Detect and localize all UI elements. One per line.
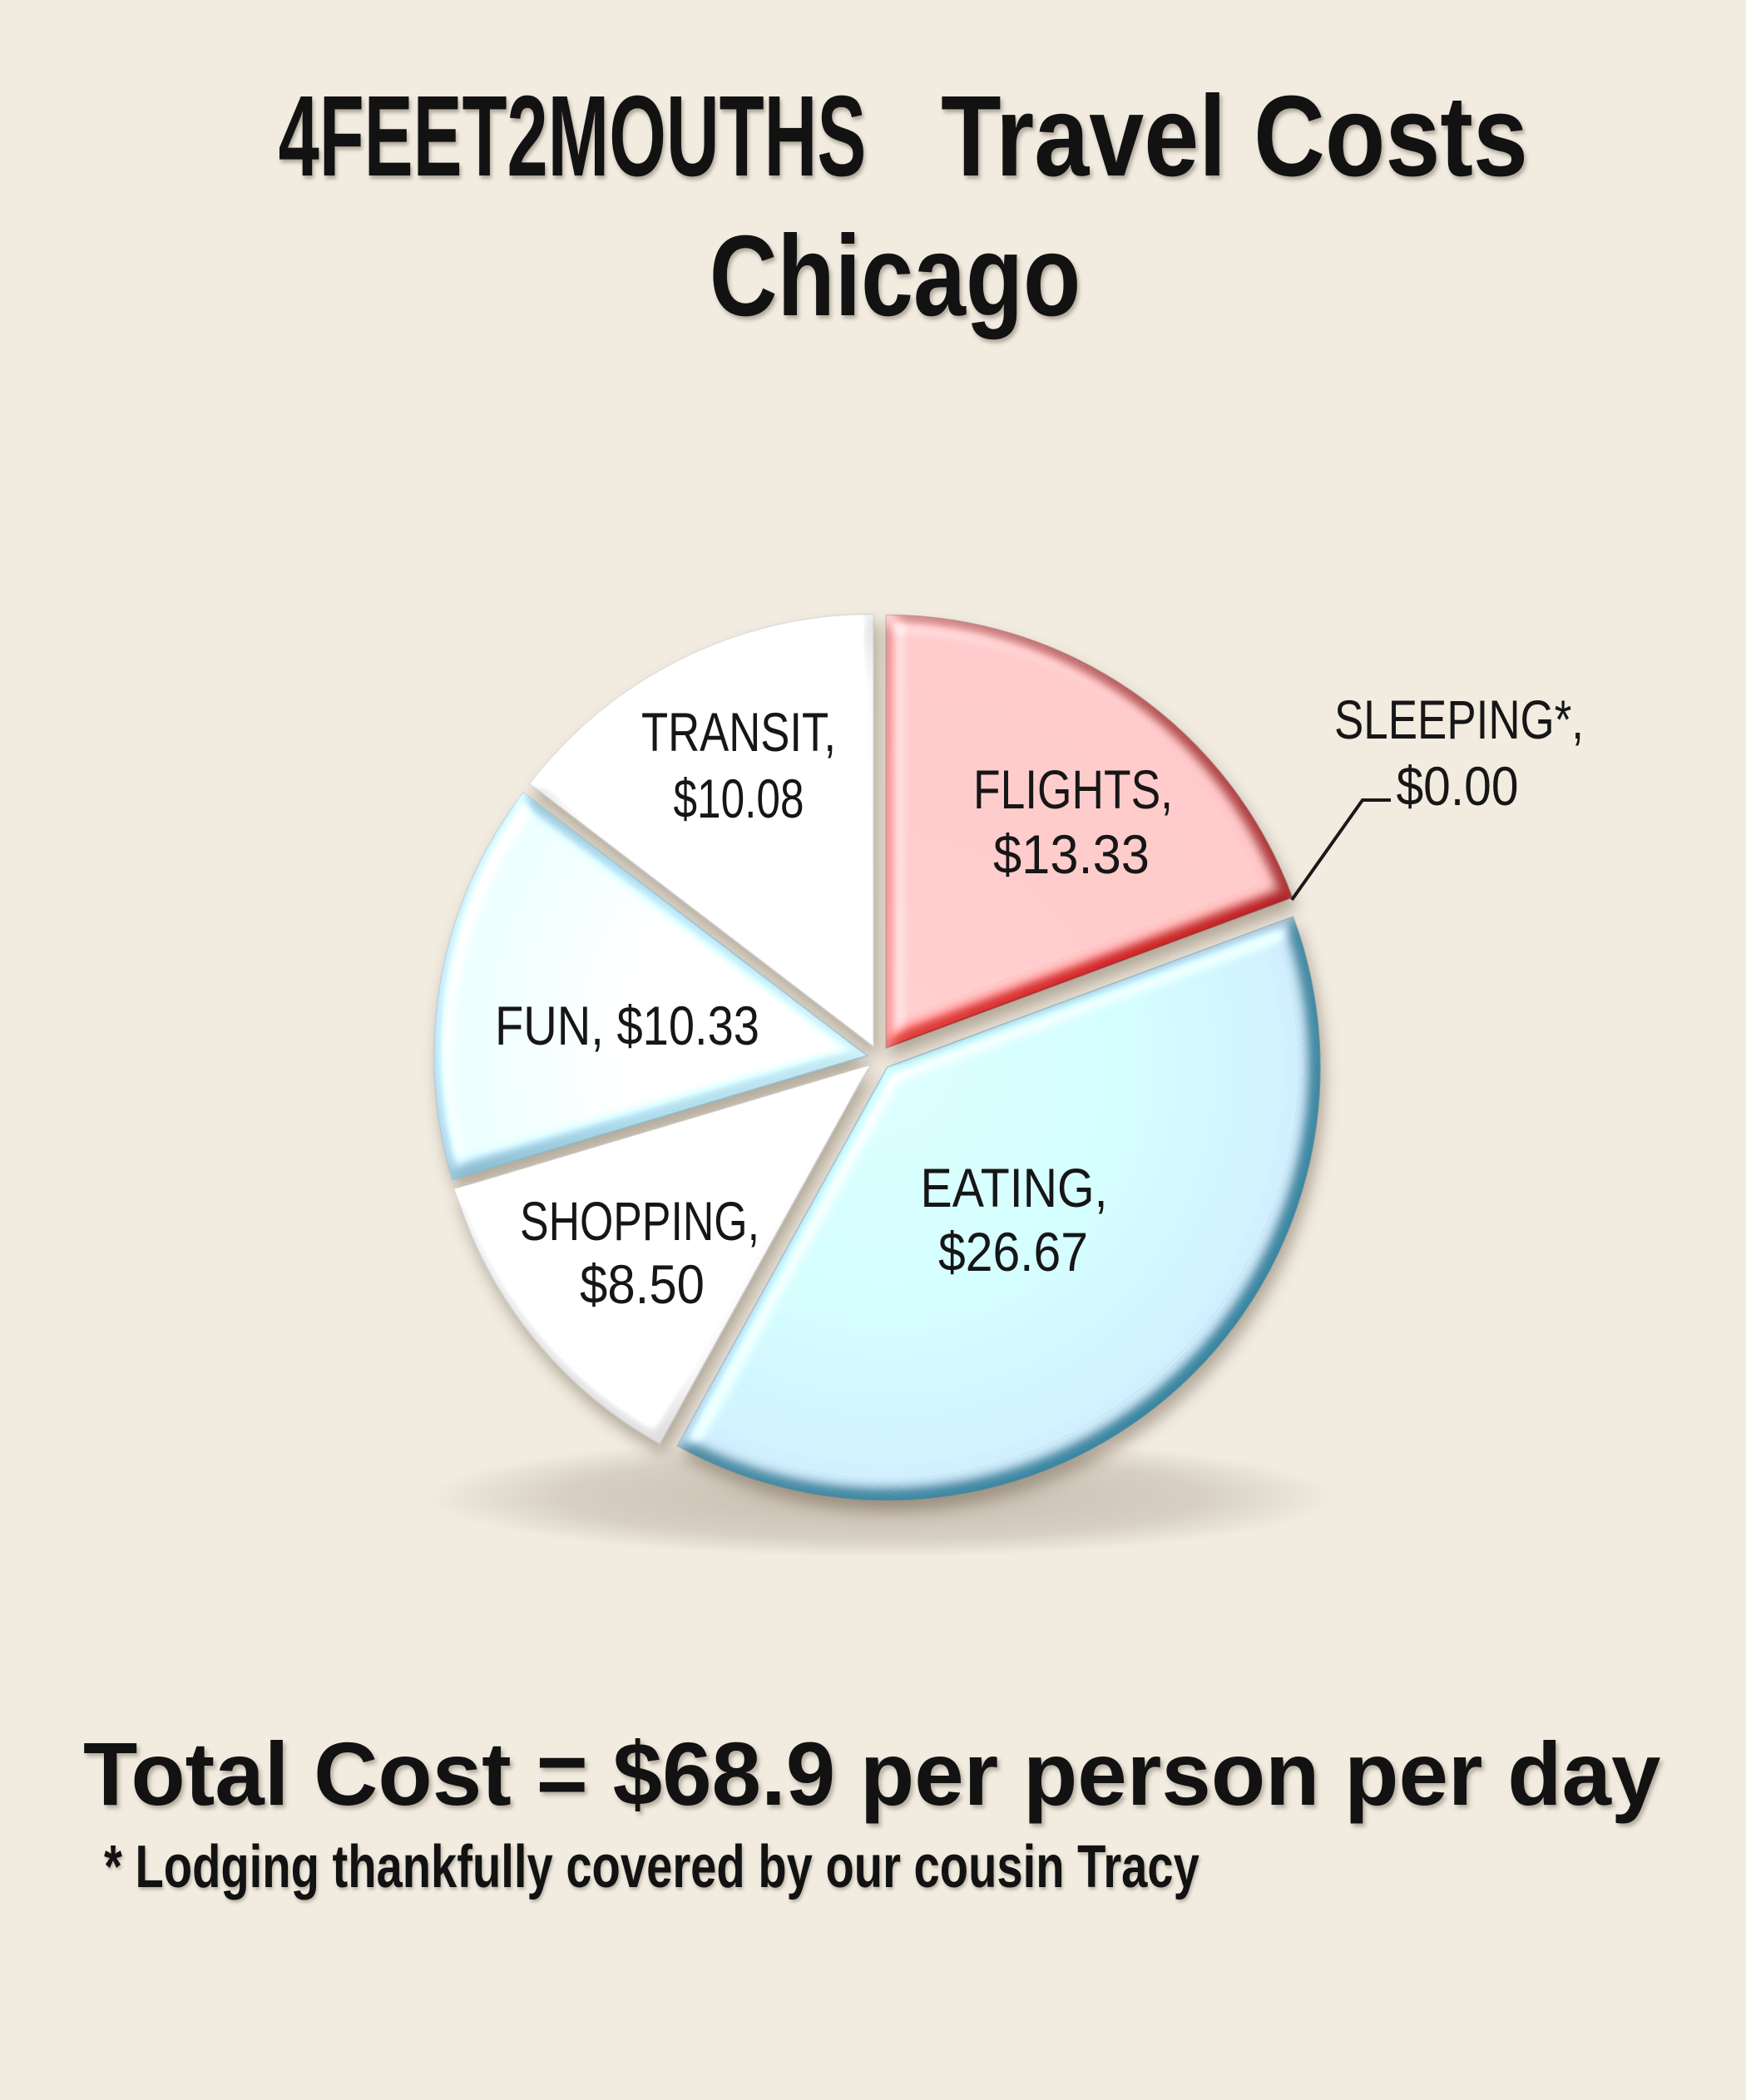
slice-group-eating [676, 916, 1321, 1501]
total-cost-line: Total Cost = $68.9 per person per day [83, 1723, 1661, 1824]
title-main: Travel Costs [941, 72, 1528, 200]
label-sleeping-value: $0.00 [1397, 755, 1519, 817]
title-brand: 4FEET2MOUTHS [278, 72, 867, 200]
label-flights-value: $13.33 [993, 823, 1150, 885]
label-flights-name: FLIGHTS, [973, 758, 1173, 820]
label-transit-value: $10.08 [674, 768, 804, 829]
footnote: * Lodging thankfully covered by our cous… [104, 1834, 1199, 1900]
label-shopping-name: SHOPPING, [520, 1190, 759, 1252]
title-city: Chicago [709, 212, 1081, 340]
pie-slice-transit [528, 613, 875, 1049]
pie-slice-shopping [453, 1064, 872, 1445]
label-shopping-value: $8.50 [580, 1253, 705, 1315]
slice-group-fun [433, 792, 869, 1181]
pie-slice-eating [676, 916, 1321, 1501]
label-fun: FUN, $10.33 [495, 995, 759, 1056]
pie-slice-fun [433, 792, 869, 1181]
label-sleeping-name: SLEEPING*, [1334, 689, 1584, 750]
pie-slice-flights [885, 614, 1293, 1050]
label-transit-name: TRANSIT, [641, 701, 836, 763]
slice-group-flights [885, 614, 1293, 1050]
sleeping-callout-line [1290, 798, 1391, 902]
slice-group-transit [528, 613, 875, 1049]
label-eating-name: EATING, [921, 1157, 1108, 1218]
slice-group-shopping [453, 1064, 872, 1445]
label-eating-value: $26.67 [938, 1221, 1088, 1282]
